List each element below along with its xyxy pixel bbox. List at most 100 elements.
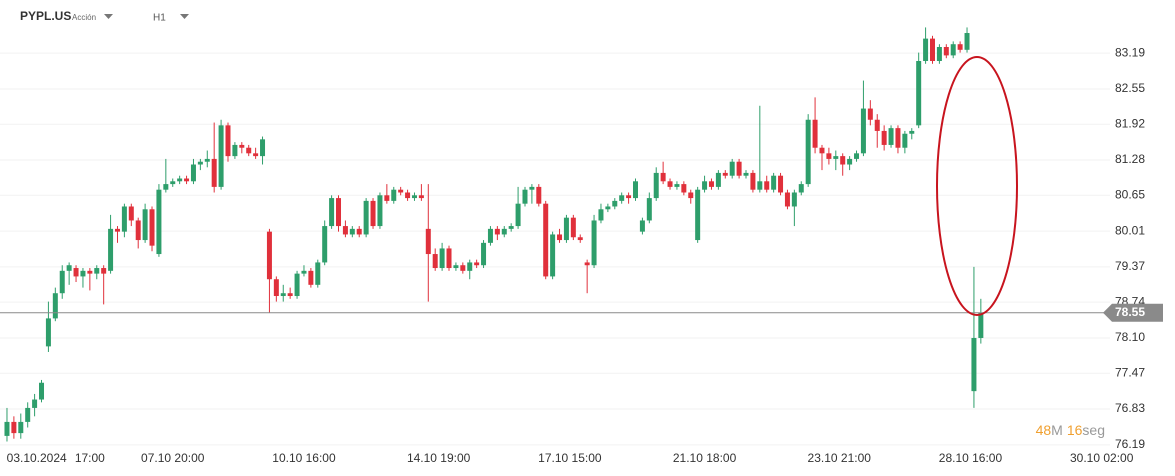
x-tick-label: 30.10 02:00 xyxy=(1070,451,1134,465)
candle-body xyxy=(619,195,625,201)
candle-body xyxy=(135,220,141,241)
last-price-tag xyxy=(1103,303,1163,322)
candle-body xyxy=(59,270,65,294)
candle-body xyxy=(791,192,797,207)
candle-body xyxy=(557,234,563,241)
candle-body xyxy=(743,172,749,176)
candle-body xyxy=(45,318,51,347)
candle-body xyxy=(101,268,107,274)
candle-body xyxy=(605,206,611,210)
candle-body xyxy=(184,178,190,182)
candle-body xyxy=(874,119,880,131)
candle-body xyxy=(25,407,31,422)
candle-body xyxy=(446,248,452,269)
candle-body xyxy=(108,228,114,271)
candle-body xyxy=(52,293,58,319)
candle-body xyxy=(764,181,770,190)
candle-body xyxy=(902,133,908,148)
candle-body xyxy=(805,119,811,185)
candle-body xyxy=(695,189,701,241)
candle-body xyxy=(80,270,86,277)
timeframe[interactable]: H1 xyxy=(153,13,166,24)
candle-body xyxy=(515,203,521,227)
candle-body xyxy=(363,200,369,235)
candle-body xyxy=(280,293,286,297)
candle-body xyxy=(867,108,873,120)
candle-body xyxy=(239,144,245,148)
countdown-seconds-unit: seg xyxy=(1082,422,1105,438)
candle-body xyxy=(708,181,714,187)
candle-body xyxy=(342,226,348,235)
x-tick-label: 14.10 19:00 xyxy=(407,451,471,465)
candle-body xyxy=(598,209,604,221)
candle-body xyxy=(11,421,17,434)
y-tick-label: 80.65 xyxy=(1115,187,1145,201)
plot-area: 83.1982.5581.9281.2880.6580.0179.3778.74… xyxy=(0,27,1163,465)
candle-body xyxy=(370,200,376,227)
candle-body xyxy=(916,60,922,126)
symbol-dropdown[interactable] xyxy=(104,14,113,19)
candle-body xyxy=(632,181,638,199)
highlight-ellipse xyxy=(936,56,1018,316)
countdown: 48M 16seg xyxy=(1036,422,1105,438)
candle-body xyxy=(66,265,72,271)
candle-body xyxy=(87,270,93,274)
candle-body xyxy=(909,130,915,134)
timeframe-dropdown[interactable] xyxy=(180,14,189,19)
candle-body xyxy=(943,47,949,56)
candle-body xyxy=(246,147,252,154)
y-tick-label: 81.92 xyxy=(1115,116,1145,130)
candle-body xyxy=(702,181,708,190)
candle-body xyxy=(543,203,549,277)
candle-body xyxy=(273,279,279,297)
candle-body xyxy=(474,262,480,266)
candle-body xyxy=(501,228,507,235)
candle-body xyxy=(197,161,203,165)
candle-body xyxy=(411,195,417,199)
candle-body xyxy=(4,421,10,436)
candle-body xyxy=(453,265,459,269)
candle-body xyxy=(667,181,673,187)
candle-body xyxy=(487,228,493,243)
candle-body xyxy=(94,268,100,274)
y-tick-label: 78.10 xyxy=(1115,330,1145,344)
candle-body xyxy=(570,217,576,238)
candle-body xyxy=(750,172,756,190)
x-tick-label: 23.10 21:00 xyxy=(808,451,872,465)
symbol: PYPL.US xyxy=(20,9,71,23)
candle-body xyxy=(646,198,652,221)
candle-body xyxy=(398,189,404,193)
candle-body xyxy=(584,262,590,266)
candle-body xyxy=(253,153,259,157)
candle-body xyxy=(771,175,777,190)
candle-body xyxy=(833,156,839,159)
candle-body xyxy=(114,228,120,232)
candle-body xyxy=(929,38,935,61)
x-tick-label: 03.10.2024 xyxy=(7,451,67,465)
candle-body xyxy=(301,270,307,274)
candle-body xyxy=(550,234,556,277)
x-tick-label: 28.10 16:00 xyxy=(939,451,1003,465)
candle-body xyxy=(923,38,929,61)
candle-body xyxy=(757,181,763,190)
candle-body xyxy=(287,293,293,297)
candle-body xyxy=(736,161,742,176)
candle-body xyxy=(149,209,155,246)
candle-body xyxy=(591,220,597,266)
candle-body xyxy=(847,158,853,165)
candle-body xyxy=(957,44,963,50)
candle-body xyxy=(266,231,272,280)
candle-body xyxy=(294,273,300,297)
candle-body xyxy=(577,237,583,241)
candle-body xyxy=(163,184,169,190)
candle-body xyxy=(715,172,721,187)
candle-body xyxy=(881,130,887,145)
y-tick-label: 77.47 xyxy=(1115,365,1145,379)
candle-body xyxy=(729,161,735,176)
y-tick-label: 76.19 xyxy=(1115,437,1145,451)
candle-body xyxy=(170,181,176,185)
candle-body xyxy=(936,47,942,61)
candle-body xyxy=(798,184,804,193)
